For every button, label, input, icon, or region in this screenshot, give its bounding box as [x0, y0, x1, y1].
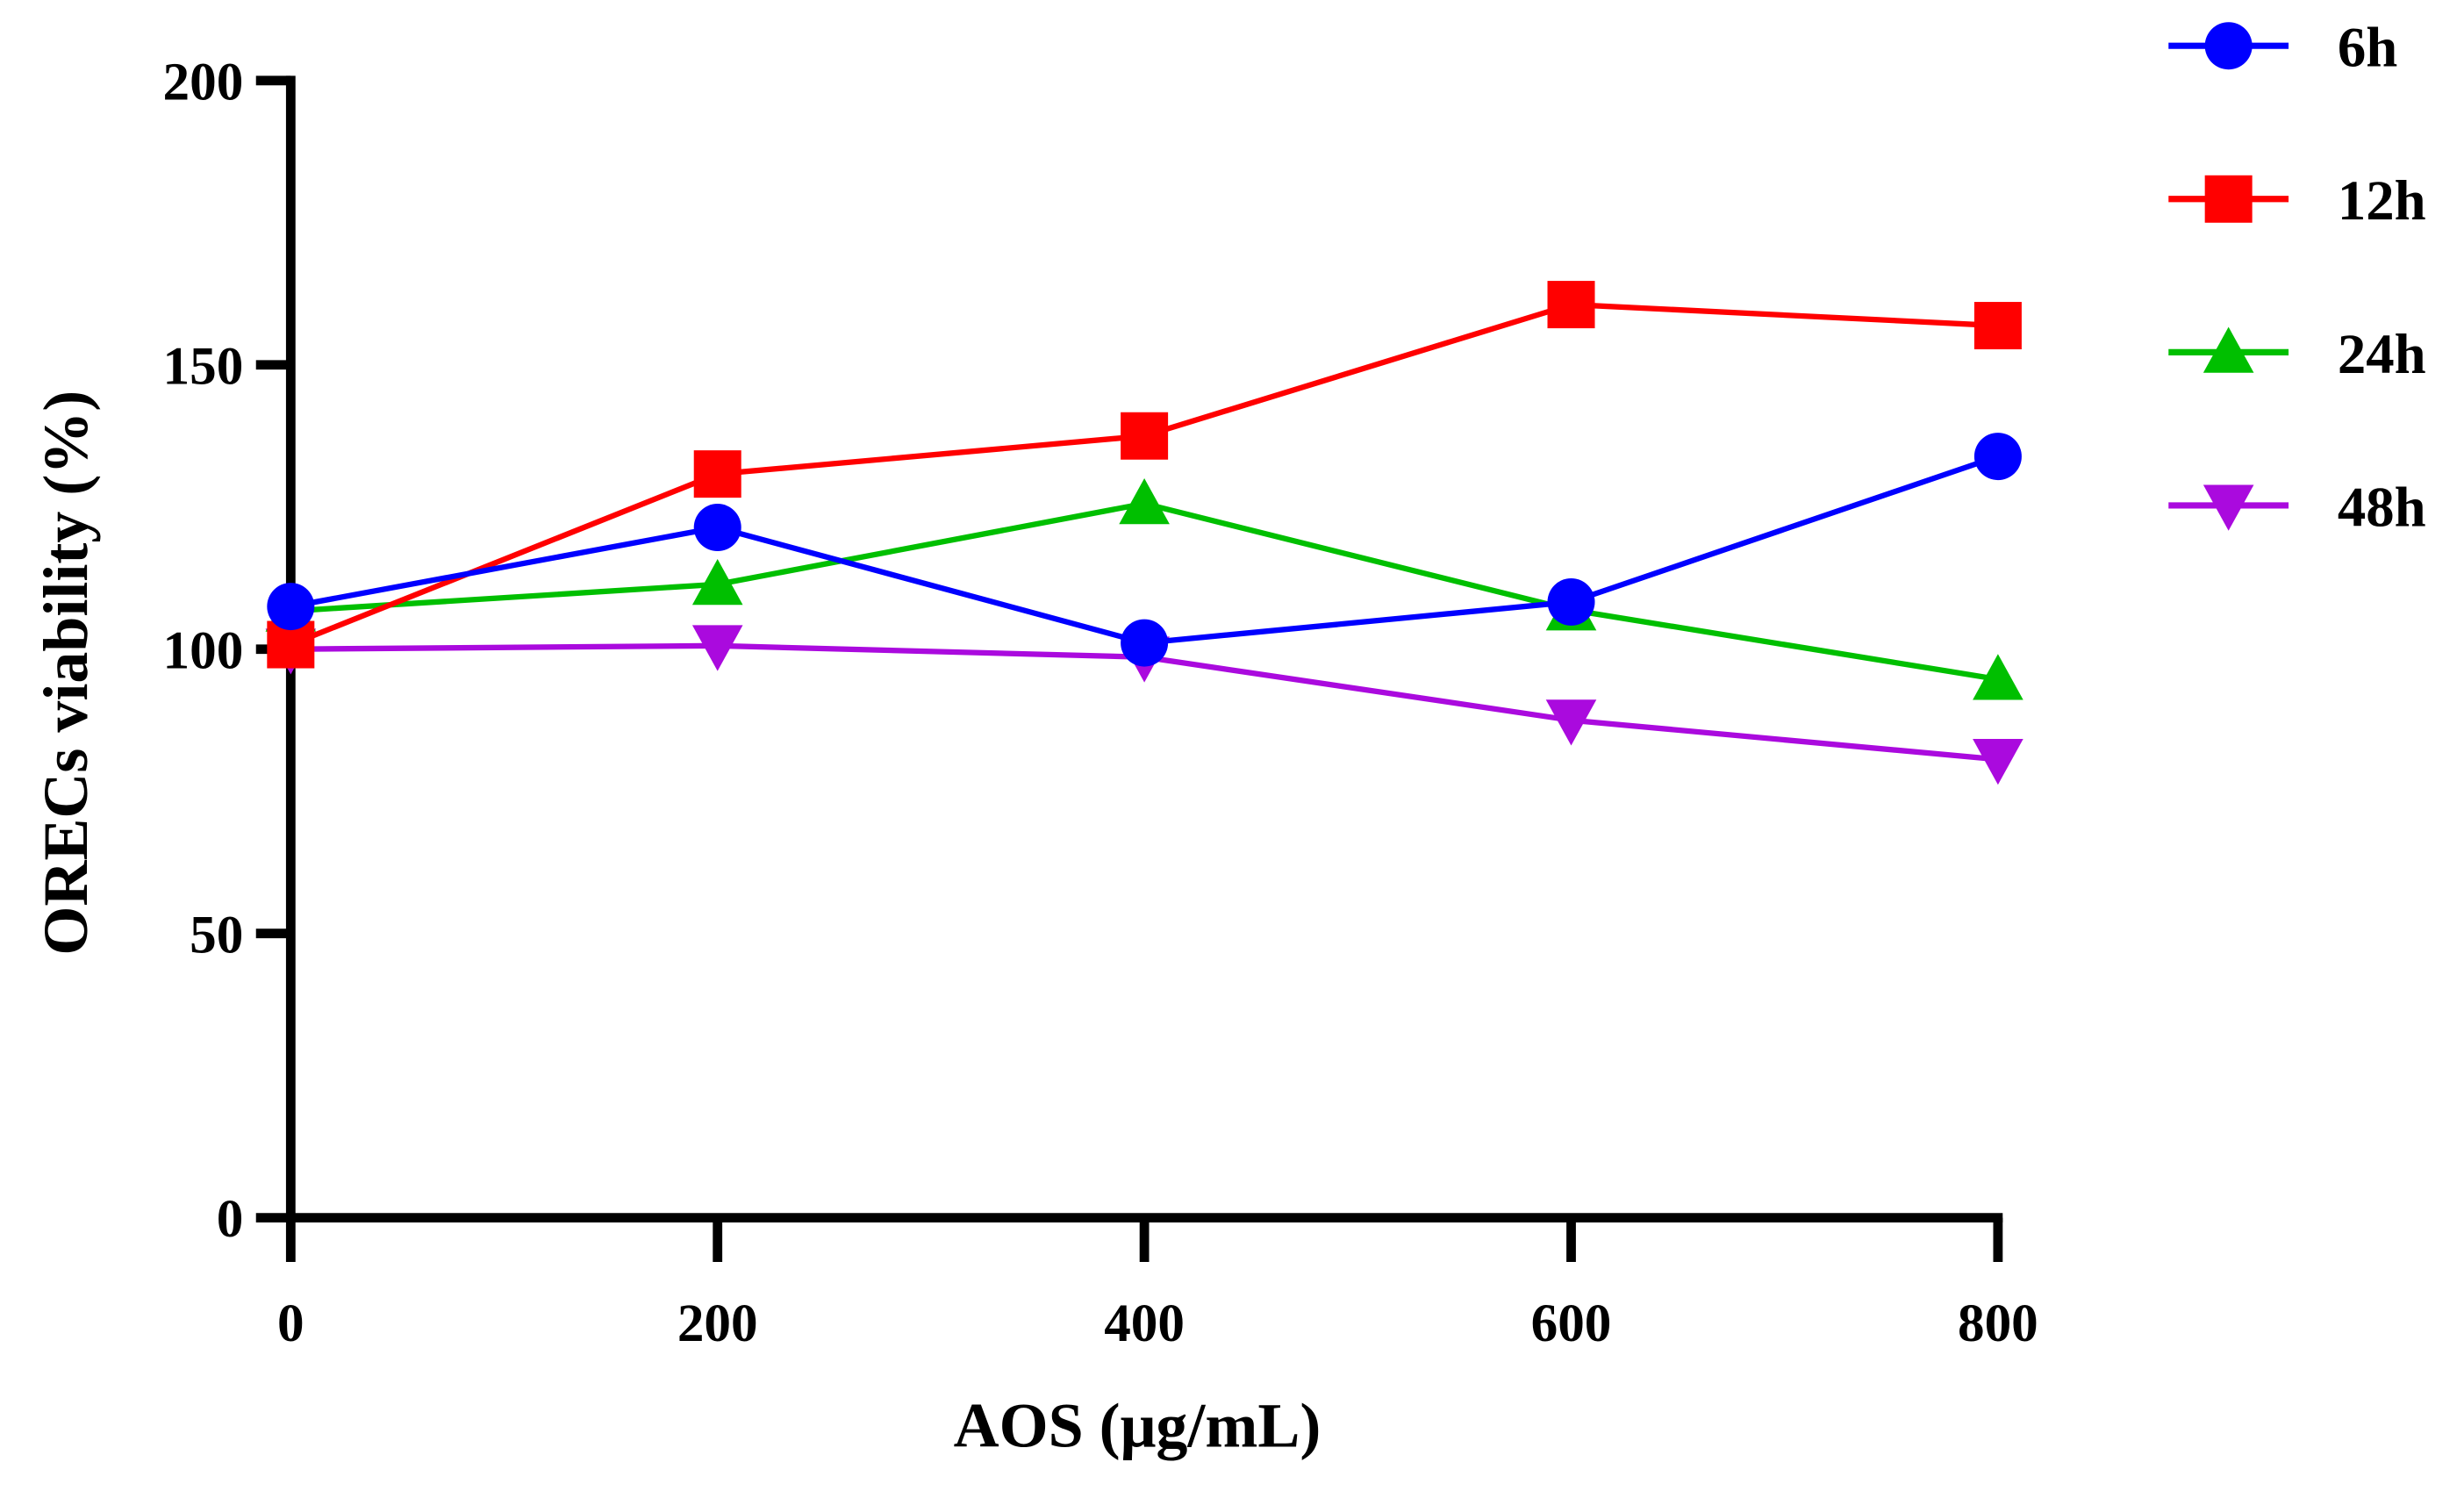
- data-point-6h: [267, 583, 315, 631]
- x-tick-label: 400: [1104, 1294, 1185, 1353]
- data-point-12h: [1121, 412, 1169, 460]
- data-point-24h: [691, 559, 743, 606]
- data-point-24h: [1973, 654, 2023, 700]
- y-tick-label: 50: [190, 905, 243, 964]
- legend-label: 48h: [2338, 476, 2426, 539]
- data-point-12h: [693, 450, 741, 498]
- data-point-48h: [1545, 699, 1597, 746]
- x-tick-label: 800: [1958, 1294, 2038, 1353]
- data-point-6h: [693, 504, 741, 552]
- y-tick-label: 100: [163, 620, 244, 680]
- legend-marker: [2204, 22, 2253, 70]
- legend-marker: [2203, 326, 2254, 373]
- data-point-24h: [1119, 478, 1170, 525]
- x-tick-label: 600: [1531, 1294, 1612, 1353]
- series-6h: [267, 433, 2022, 667]
- legend-item-48h: 48h: [2168, 476, 2426, 539]
- y-tick-label: 0: [217, 1189, 244, 1249]
- y-axis-label: ORECs viability (%): [31, 391, 101, 956]
- legend-label: 12h: [2338, 169, 2426, 233]
- legend-marker: [2203, 484, 2254, 531]
- data-point-48h: [691, 625, 743, 671]
- data-point-48h: [1973, 739, 2023, 785]
- series-group: [265, 281, 2023, 785]
- x-tick-label: 0: [277, 1294, 304, 1353]
- legend-item-24h: 24h: [2168, 323, 2426, 386]
- legend: 6h 12h 24h 48h: [2168, 17, 2426, 539]
- y-tick-label: 150: [163, 336, 244, 396]
- legend-marker: [2204, 175, 2253, 223]
- data-point-6h: [1121, 619, 1169, 667]
- data-point-6h: [1547, 577, 1595, 626]
- x-axis-label: AOS (μg/mL): [954, 1391, 1322, 1461]
- axes: 0 50 100 150 200 0 200 400 600 800: [163, 52, 2038, 1353]
- y-tick-label: 200: [163, 52, 244, 111]
- series-12h: [267, 281, 2022, 669]
- legend-label: 24h: [2338, 323, 2426, 386]
- data-point-12h: [1973, 302, 2022, 350]
- legend-item-6h: 6h: [2168, 17, 2397, 80]
- data-point-12h: [1547, 281, 1595, 329]
- legend-label: 6h: [2338, 17, 2397, 80]
- data-point-6h: [1973, 433, 2022, 481]
- legend-item-12h: 12h: [2168, 169, 2426, 233]
- x-tick-label: 200: [677, 1294, 758, 1353]
